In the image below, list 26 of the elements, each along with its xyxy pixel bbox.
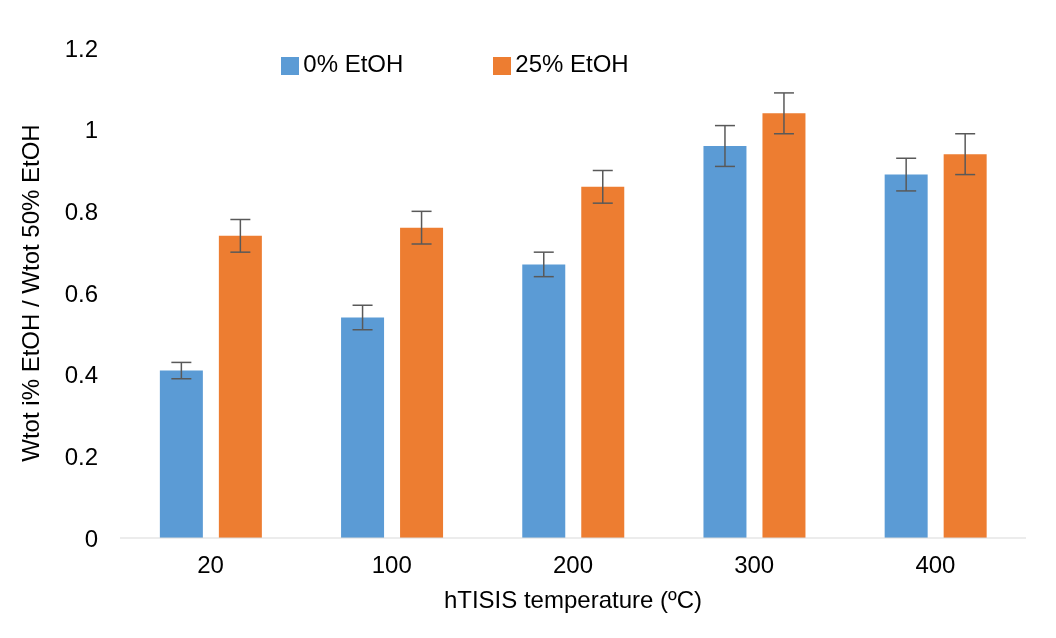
y-tick-label: 0.6: [64, 279, 98, 307]
y-tick-label: 0.8: [64, 197, 98, 225]
bar: [400, 227, 444, 538]
bar: [218, 235, 262, 538]
bar: [762, 113, 806, 538]
bar: [159, 370, 203, 538]
legend-label: 0% EtOH: [303, 50, 404, 77]
x-tick-label: 300: [734, 551, 775, 579]
y-tick-label: 1.2: [64, 34, 98, 62]
bar: [884, 174, 928, 538]
y-tick-label: 0.4: [64, 361, 98, 389]
legend-label: 25% EtOH: [515, 50, 629, 77]
x-tick-label: 400: [915, 551, 956, 579]
x-tick-label: 100: [371, 551, 412, 579]
x-tick-label: 200: [552, 551, 594, 579]
bar: [341, 317, 385, 538]
bar: [522, 264, 566, 538]
y-tick-label: 0: [84, 524, 98, 552]
bar: [703, 146, 747, 538]
x-axis-title: hTISIS temperature (ºC): [443, 586, 703, 613]
bar: [581, 186, 625, 538]
bar: [943, 154, 987, 538]
y-tick-label: 0.2: [64, 442, 98, 470]
y-axis-title: Wtot i% EtOH / Wtot 50% EtOH: [16, 124, 44, 462]
y-tick-label: 1: [84, 116, 98, 144]
x-tick-label: 20: [197, 551, 224, 579]
